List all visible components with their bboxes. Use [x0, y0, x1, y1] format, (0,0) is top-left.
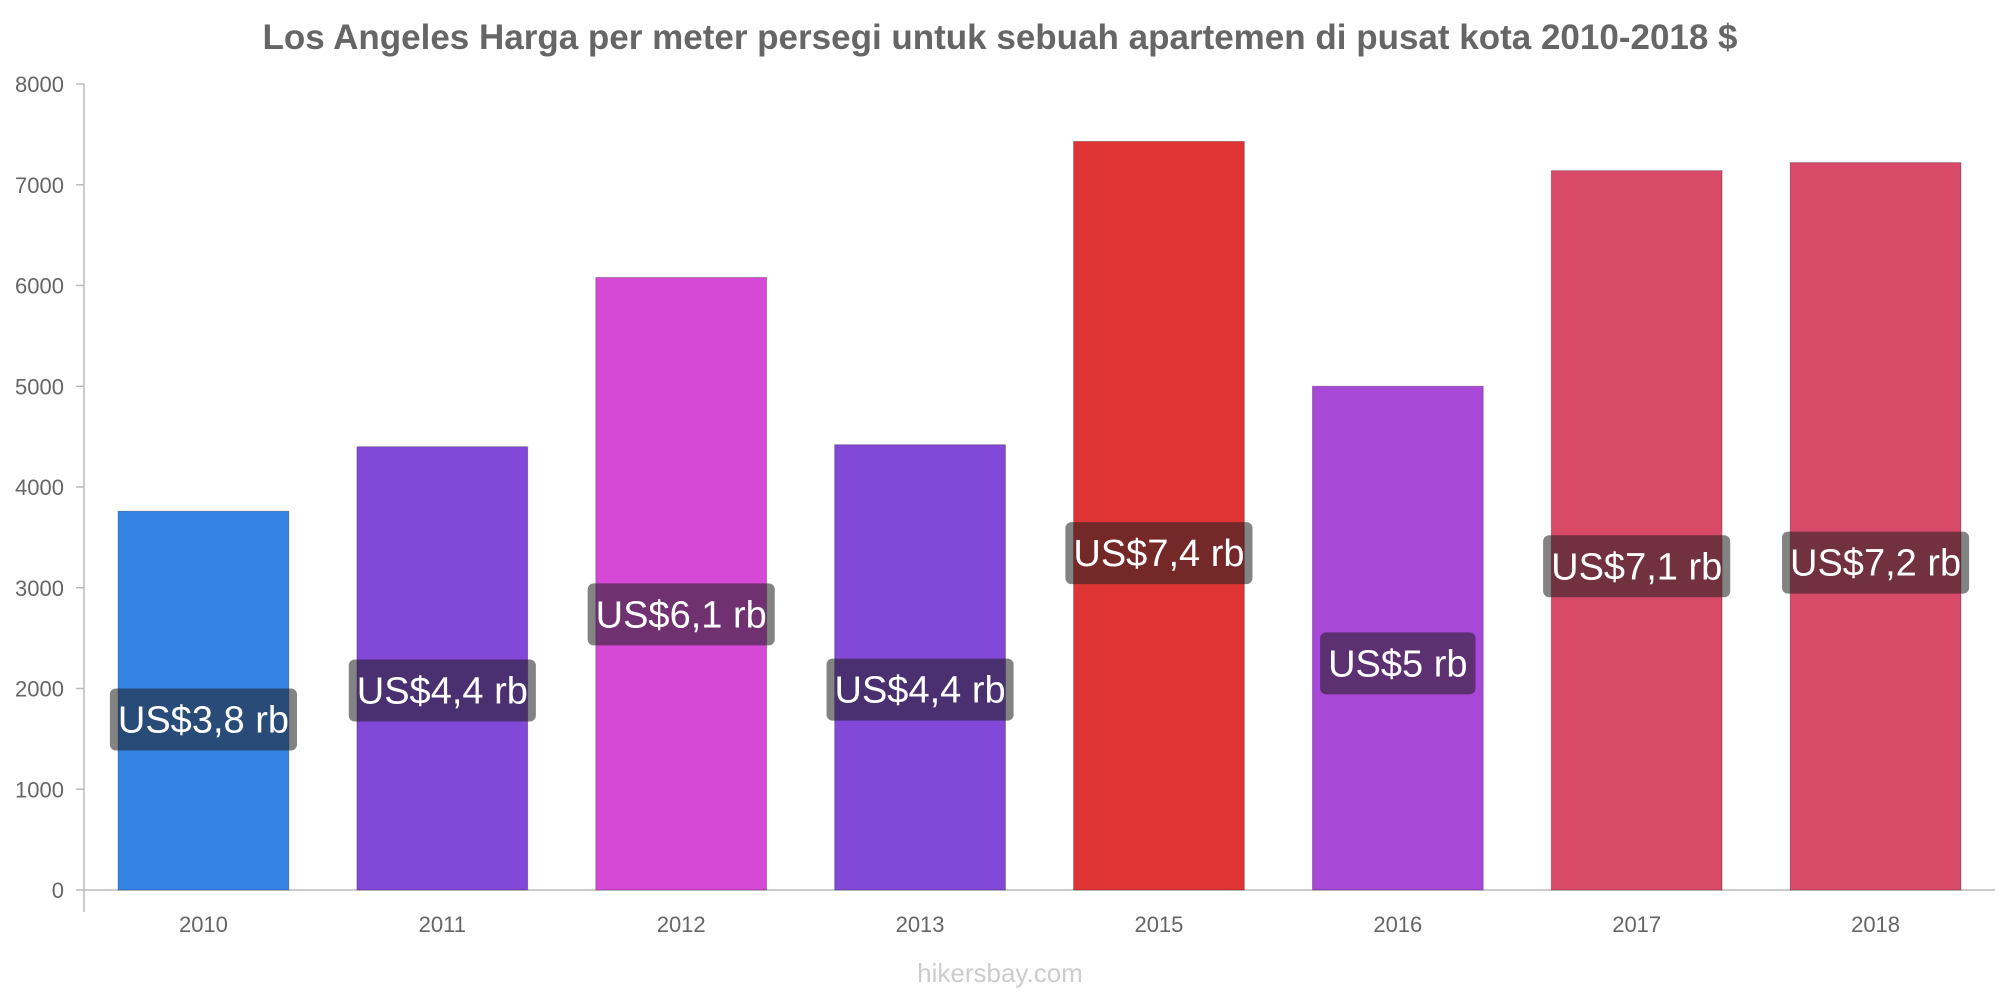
bars-group — [117, 140, 1962, 891]
x-tick-label: 2016 — [1373, 912, 1422, 937]
data-label-2017: US$7,1 rb — [1543, 535, 1731, 598]
data-label-background — [109, 688, 297, 751]
x-tick-label: 2015 — [1134, 912, 1183, 937]
y-tick-label: 8000 — [15, 72, 64, 97]
data-label-background — [1320, 632, 1476, 695]
x-tick-labels: 2010 2011 2012 2013 2015 2016 2017 2018 — [179, 912, 1900, 937]
y-tick-label: 1000 — [15, 777, 64, 802]
data-label-2018: US$7,2 rb — [1782, 531, 1970, 594]
data-label-text: US$7,2 rb — [1790, 543, 1961, 585]
y-tick-label: 0 — [52, 878, 64, 903]
data-label-2012: US$6,1 rb — [587, 583, 775, 646]
data-label-text: US$4,4 rb — [835, 670, 1006, 712]
y-tick-label: 2000 — [15, 677, 64, 702]
data-label-text: US$6,1 rb — [596, 594, 767, 636]
data-label-2016: US$5 rb — [1320, 632, 1476, 695]
y-tick-label: 5000 — [15, 374, 64, 399]
data-label-text: US$5 rb — [1328, 643, 1467, 685]
x-tick-label: 2012 — [657, 912, 706, 937]
bar-2018 — [1789, 162, 1962, 891]
data-label-text: US$3,8 rb — [118, 700, 289, 742]
y-tick-label: 6000 — [15, 274, 64, 299]
y-tick-label: 4000 — [15, 475, 64, 500]
data-label-background — [1065, 522, 1253, 585]
data-label-text: US$7,1 rb — [1551, 546, 1722, 588]
data-label-2015: US$7,4 rb — [1065, 522, 1253, 585]
x-tick-label: 2018 — [1851, 912, 1900, 937]
data-label-background — [1543, 535, 1731, 598]
x-tick-label: 2011 — [419, 912, 466, 937]
data-label-2013: US$4,4 rb — [826, 658, 1014, 721]
bar-2017 — [1550, 170, 1723, 891]
chart-title: Los Angeles Harga per meter persegi untu… — [262, 18, 1738, 57]
y-tick-label: 3000 — [15, 576, 64, 601]
data-label-background — [826, 658, 1014, 721]
data-labels-group: US$3,8 rb US$4,4 rb US$6,1 rb US$4,4 rb US$7… — [109, 522, 1970, 751]
data-label-text: US$7,4 rb — [1073, 533, 1244, 575]
data-label-background — [348, 659, 536, 722]
x-tick-label: 2017 — [1612, 912, 1661, 937]
x-tick-label: 2010 — [179, 912, 228, 937]
data-label-2010: US$3,8 rb — [109, 688, 297, 751]
data-label-text: US$4,4 rb — [357, 671, 528, 713]
data-label-background — [1782, 531, 1970, 594]
x-tick-label: 2013 — [896, 912, 945, 937]
bar-2015 — [1073, 140, 1245, 891]
watermark: hikersbay.com — [917, 958, 1083, 988]
y-tick-labels: 0 1000 2000 3000 4000 5000 6000 7000 8000 — [15, 72, 84, 903]
data-label-background — [587, 583, 775, 646]
data-label-2011: US$4,4 rb — [348, 659, 536, 722]
y-tick-label: 7000 — [15, 173, 64, 198]
